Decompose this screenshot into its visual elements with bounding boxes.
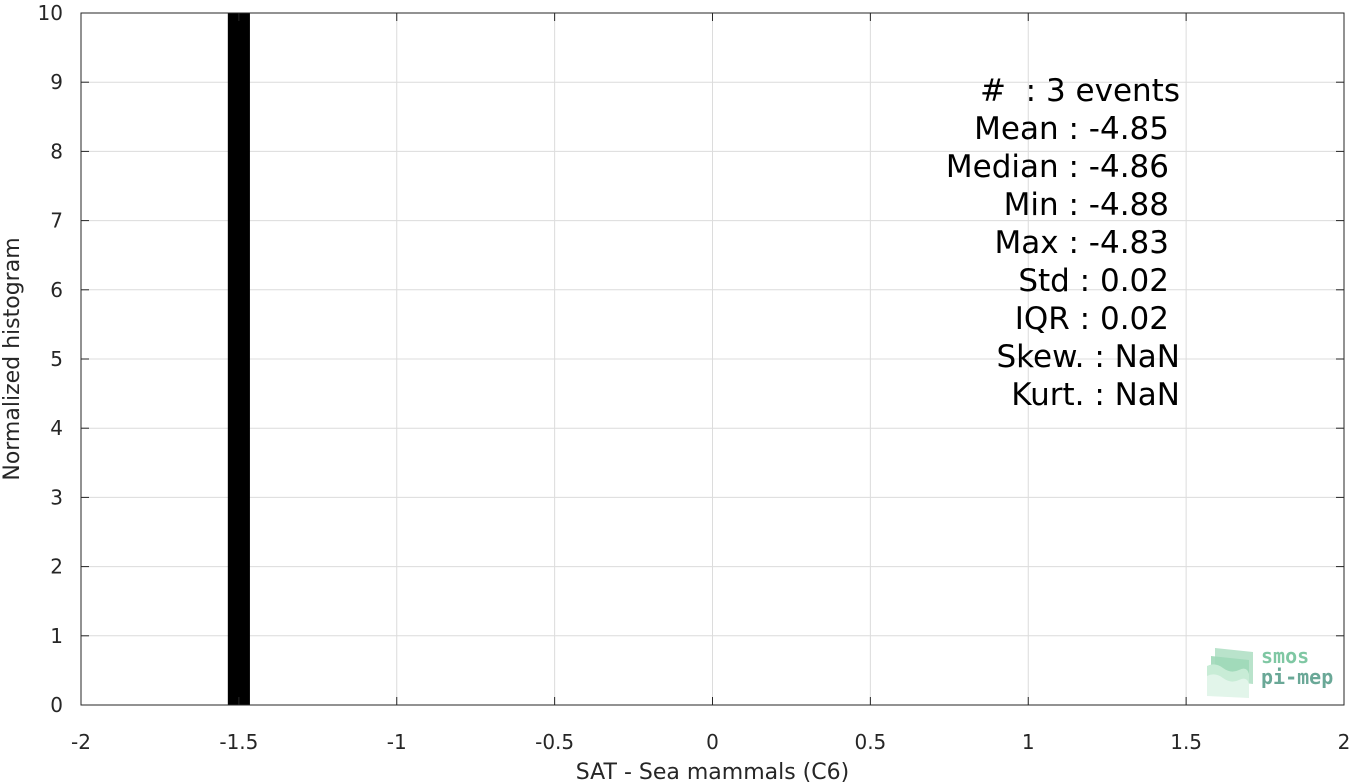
logo-line-1: smos — [1261, 644, 1310, 668]
y-tick-label: 7 — [50, 209, 63, 233]
stat-mean: Mean : -4.85 — [974, 111, 1169, 147]
y-tick-label: 0 — [50, 693, 63, 717]
x-tick-label: -1.5 — [219, 730, 258, 754]
y-tick-label: 10 — [38, 1, 63, 25]
y-axis-ticks: 0 1 2 3 4 5 6 7 8 9 10 — [38, 1, 1344, 717]
histogram-bar — [227, 13, 250, 705]
x-tick-label: 0 — [706, 730, 719, 754]
y-tick-label: 9 — [50, 70, 63, 94]
x-axis-ticks: -2 -1.5 -1 -0.5 0 0.5 1 1.5 2 — [71, 13, 1350, 754]
logo-text: smos pi-mep — [1261, 646, 1333, 688]
x-tick-label: -1 — [387, 730, 407, 754]
stat-min: Min : -4.88 — [1003, 187, 1169, 223]
logo-line-2: pi-mep — [1261, 665, 1334, 689]
y-tick-label: 8 — [50, 139, 63, 163]
stat-skew: Skew. : NaN — [996, 339, 1181, 375]
stat-kurt: Kurt. : NaN — [1011, 377, 1180, 413]
x-tick-label: -2 — [71, 730, 91, 754]
y-tick-label: 3 — [50, 485, 63, 509]
grid-lines — [80, 12, 1345, 706]
y-axis-label: Normalized histogram — [0, 237, 25, 480]
x-tick-label: -0.5 — [535, 730, 574, 754]
y-tick-label: 5 — [50, 347, 63, 371]
stat-median: Median : -4.86 — [945, 149, 1169, 185]
y-tick-label: 2 — [50, 555, 63, 579]
y-tick-label: 6 — [50, 278, 63, 302]
stat-max: Max : -4.83 — [994, 225, 1169, 261]
x-axis-label: SAT - Sea mammals (C6) — [576, 760, 849, 784]
bars-group — [227, 13, 250, 705]
x-tick-label: 0.5 — [854, 730, 886, 754]
stat-std: Std : 0.02 — [1018, 263, 1169, 299]
y-tick-label: 4 — [50, 416, 63, 440]
x-tick-label: 1.5 — [1170, 730, 1202, 754]
stat-iqr: IQR : 0.02 — [1014, 301, 1169, 337]
x-tick-label: 2 — [1338, 730, 1351, 754]
x-tick-label: 1 — [1022, 730, 1035, 754]
logo-waves-icon — [1207, 648, 1253, 698]
y-tick-label: 1 — [50, 624, 63, 648]
smos-pi-mep-logo: smos pi-mep — [1205, 644, 1345, 700]
stat-count: # : 3 events — [979, 73, 1180, 109]
statistics-box: # : 3 events Mean : -4.85 Median : -4.86… — [880, 72, 1180, 414]
